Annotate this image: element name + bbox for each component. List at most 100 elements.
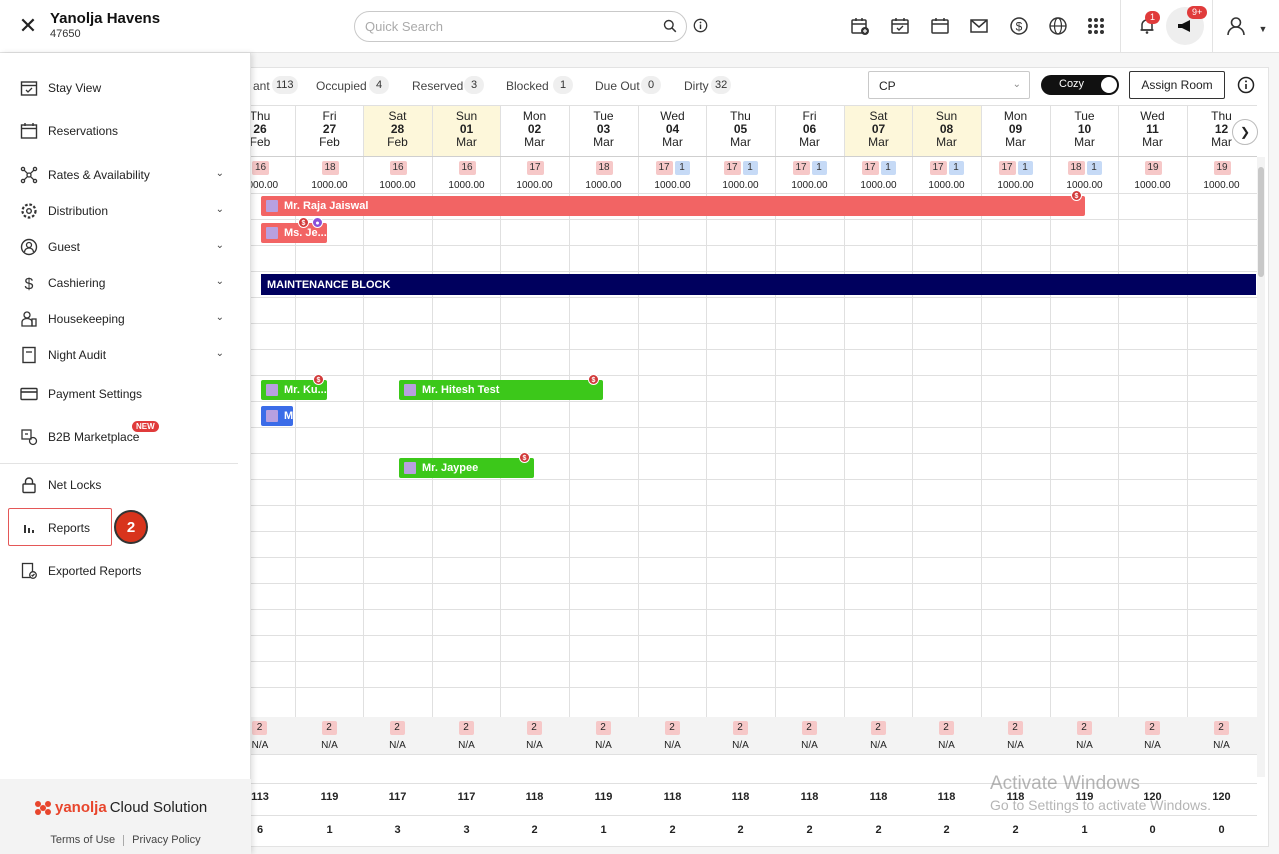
- availability-count[interactable]: 19: [1144, 161, 1162, 175]
- rate-value[interactable]: 1000.00: [1203, 180, 1240, 191]
- chevron-down-icon[interactable]: ⌄: [215, 204, 224, 215]
- date-header[interactable]: Sat 07 Mar: [844, 106, 913, 156]
- chevron-down-icon[interactable]: ⌄: [215, 168, 224, 179]
- announcements-icon[interactable]: [1166, 7, 1204, 45]
- quick-search[interactable]: [354, 11, 687, 42]
- search-input[interactable]: [365, 19, 645, 34]
- date-header[interactable]: Tue 03 Mar: [569, 106, 638, 156]
- availability-count[interactable]: 17: [655, 161, 673, 175]
- availability-count[interactable]: 18: [321, 161, 339, 175]
- availability-count[interactable]: 19: [1213, 161, 1231, 175]
- unassigned-count[interactable]: 2: [321, 721, 337, 735]
- date-header[interactable]: Fri 06 Mar: [775, 106, 844, 156]
- sidebar-item-rates-availability[interactable]: Rates & Availability ⌄: [0, 160, 238, 190]
- sidebar-item-exported-reports[interactable]: Exported Reports: [0, 556, 238, 586]
- date-header[interactable]: Wed 04 Mar: [638, 106, 707, 156]
- sidebar-item-stay-view[interactable]: Stay View: [0, 73, 238, 103]
- user-profile-icon[interactable]: [1225, 15, 1247, 37]
- blocked-count[interactable]: 1: [880, 161, 896, 175]
- date-header[interactable]: Thu 12 Mar: [1187, 106, 1256, 156]
- date-header[interactable]: Thu 05 Mar: [706, 106, 775, 156]
- booking-ms-je[interactable]: Ms. Je... $ ●: [261, 217, 327, 243]
- rate-value[interactable]: 1000.00: [448, 180, 485, 191]
- terms-of-use-link[interactable]: Terms of Use: [50, 834, 116, 846]
- blocked-count[interactable]: 1: [948, 161, 964, 175]
- unassigned-count[interactable]: 2: [252, 721, 267, 735]
- rate-value[interactable]: 1000.00: [585, 180, 622, 191]
- blocked-count[interactable]: 1: [742, 161, 758, 175]
- cozy-view-toggle[interactable]: Cozy: [1041, 75, 1119, 95]
- chevron-down-icon[interactable]: ⌄: [215, 312, 224, 323]
- unassigned-count[interactable]: 2: [801, 721, 817, 735]
- globe-icon[interactable]: [1047, 15, 1069, 37]
- booking-hitesh-test[interactable]: Mr. Hitesh Test $: [399, 374, 603, 400]
- date-header[interactable]: Sat 28 Feb: [363, 106, 432, 156]
- rate-value[interactable]: 1000.00: [379, 180, 416, 191]
- chevron-down-icon[interactable]: ⌄: [215, 276, 224, 287]
- unassigned-count[interactable]: 2: [595, 721, 611, 735]
- unassigned-count[interactable]: 2: [870, 721, 886, 735]
- rate-value[interactable]: 1000.00: [722, 180, 759, 191]
- rate-value[interactable]: 1000.00: [928, 180, 965, 191]
- rate-value[interactable]: 1000.00: [791, 180, 828, 191]
- sidebar-item-housekeeping[interactable]: Housekeeping ⌄: [0, 304, 238, 334]
- calendar-check-icon[interactable]: [889, 15, 911, 37]
- sidebar-item-guest[interactable]: Guest ⌄: [0, 232, 238, 262]
- booking-raja-jaiswal[interactable]: Mr. Raja Jaiswal $: [261, 190, 1085, 216]
- sidebar-item-b2b-marketplace[interactable]: B2B Marketplace: [0, 422, 238, 452]
- unassigned-count[interactable]: 2: [938, 721, 954, 735]
- sidebar-item-net-locks[interactable]: Net Locks: [0, 470, 238, 500]
- maintenance-block-bar[interactable]: MAINTENANCE BLOCK: [261, 274, 1256, 295]
- sidebar-item-distribution[interactable]: Distribution ⌄: [0, 196, 238, 226]
- next-dates-button[interactable]: ❯: [1232, 119, 1258, 145]
- availability-count[interactable]: 16: [458, 161, 476, 175]
- availability-count[interactable]: 17: [526, 161, 544, 175]
- date-header[interactable]: Tue 10 Mar: [1050, 106, 1119, 156]
- blocked-count[interactable]: 1: [1086, 161, 1102, 175]
- info-icon[interactable]: [1237, 76, 1255, 97]
- unassigned-count[interactable]: 2: [526, 721, 542, 735]
- unassigned-count[interactable]: 2: [1007, 721, 1023, 735]
- rate-value[interactable]: 1000.00: [516, 180, 553, 191]
- chevron-down-icon[interactable]: ⌄: [215, 348, 224, 359]
- availability-count[interactable]: 17: [723, 161, 741, 175]
- availability-count[interactable]: 17: [998, 161, 1016, 175]
- rate-plan-select[interactable]: CP ⌄: [868, 71, 1030, 99]
- sidebar-item-reports[interactable]: Reports: [0, 513, 238, 543]
- rate-value[interactable]: 1000.00: [654, 180, 691, 191]
- blocked-count[interactable]: 1: [811, 161, 827, 175]
- booking-mr-ku[interactable]: Mr. Ku... $: [261, 374, 327, 400]
- availability-count[interactable]: 18: [595, 161, 613, 175]
- chevron-down-icon[interactable]: ▼: [1258, 24, 1268, 34]
- unassigned-count[interactable]: 2: [664, 721, 680, 735]
- sidebar-item-payment-settings[interactable]: Payment Settings: [0, 379, 238, 409]
- sidebar-item-cashiering[interactable]: $ Cashiering ⌄: [0, 268, 238, 298]
- rate-value[interactable]: 1000.00: [241, 180, 279, 191]
- unassigned-count[interactable]: 2: [732, 721, 748, 735]
- unassigned-count[interactable]: 2: [1213, 721, 1229, 735]
- unassigned-count[interactable]: 2: [1076, 721, 1092, 735]
- calendar-icon[interactable]: [929, 15, 951, 37]
- date-header[interactable]: Mon 09 Mar: [981, 106, 1050, 156]
- date-header[interactable]: Thu 26 Feb: [226, 106, 295, 156]
- availability-count[interactable]: 16: [252, 161, 270, 175]
- booking-jaypee[interactable]: Mr. Jaypee $: [399, 452, 534, 478]
- date-header[interactable]: Mon 02 Mar: [500, 106, 569, 156]
- rate-value[interactable]: 1000.00: [1066, 180, 1103, 191]
- currency-icon[interactable]: $: [1008, 15, 1030, 37]
- availability-count[interactable]: 18: [1067, 161, 1085, 175]
- search-icon[interactable]: [663, 19, 677, 36]
- apps-grid-icon[interactable]: [1085, 15, 1107, 37]
- rate-value[interactable]: 1000.00: [860, 180, 897, 191]
- rate-value[interactable]: 1000.00: [1134, 180, 1171, 191]
- unassigned-count[interactable]: 2: [389, 721, 405, 735]
- privacy-policy-link[interactable]: Privacy Policy: [132, 834, 201, 846]
- availability-count[interactable]: 16: [389, 161, 407, 175]
- assign-room-button[interactable]: Assign Room: [1129, 71, 1225, 99]
- vertical-scrollbar[interactable]: [1257, 157, 1265, 777]
- unassigned-count[interactable]: 2: [458, 721, 474, 735]
- date-header[interactable]: Wed 11 Mar: [1118, 106, 1187, 156]
- availability-count[interactable]: 17: [792, 161, 810, 175]
- close-icon[interactable]: ✕: [18, 13, 38, 38]
- booking-m[interactable]: M: [261, 406, 293, 426]
